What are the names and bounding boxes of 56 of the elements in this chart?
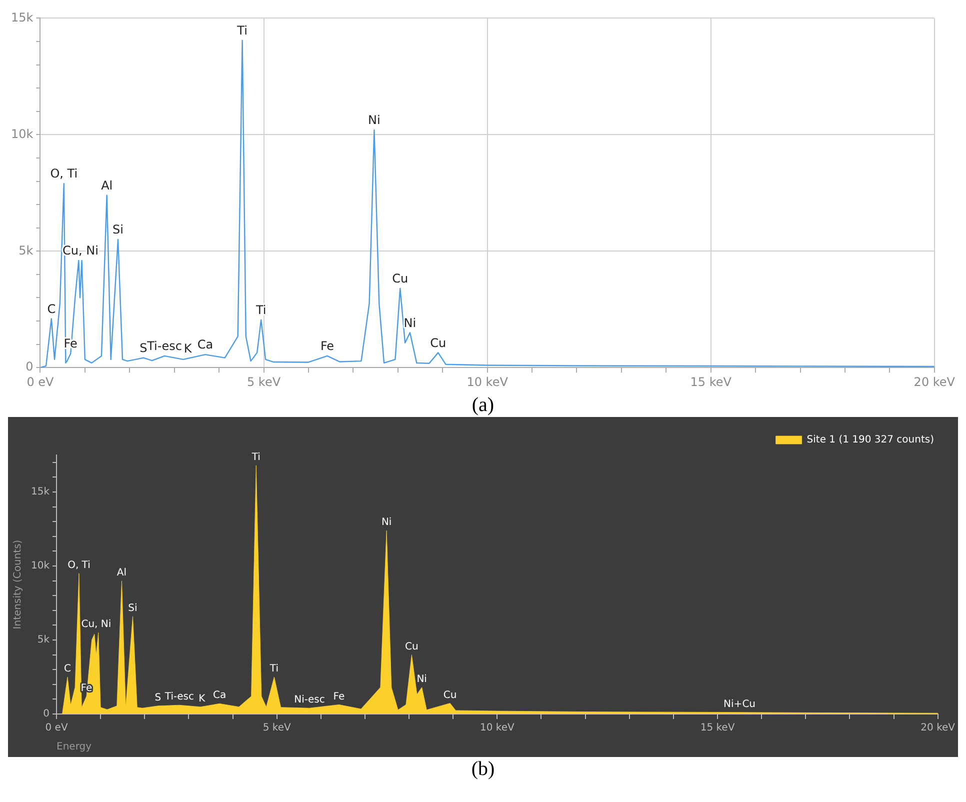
- x-tick-label: 0 eV: [26, 374, 55, 389]
- annotation: Cu: [405, 641, 418, 652]
- annotation: Cu: [392, 272, 408, 286]
- x-tick-label: 20 keV: [914, 374, 956, 389]
- annotation: O, Ti: [50, 166, 78, 181]
- annotation: Ti: [250, 452, 260, 463]
- y-tick-label: 10k: [31, 560, 50, 572]
- x-axis-title: Energy: [56, 742, 92, 753]
- x-tick-label: 5 keV: [262, 722, 291, 734]
- annotation: Al: [101, 178, 113, 192]
- x-tick-label: 10 keV: [466, 374, 509, 389]
- annotation: O, Ti: [68, 560, 90, 571]
- legend-label: Site 1 (1 190 327 counts): [806, 434, 934, 446]
- annotation: Ni: [416, 674, 427, 685]
- x-tick-label: 5 keV: [246, 374, 282, 389]
- text: (b): [470, 757, 496, 781]
- annotation: Ti: [268, 664, 278, 675]
- annotation: Si: [128, 602, 138, 614]
- annotation: Cu, Ni: [81, 619, 112, 630]
- annotation: Al: [116, 567, 127, 578]
- y-tick-label: 15k: [31, 486, 50, 498]
- annotation: Cu: [430, 336, 446, 350]
- annotation: Ti: [236, 23, 248, 38]
- annotation: S: [154, 692, 162, 704]
- annotation: Si: [112, 222, 124, 237]
- y-tick-label: 5k: [37, 634, 50, 646]
- annotation: Ca: [197, 338, 214, 352]
- y-tick-label: 10k: [11, 126, 34, 141]
- x-tick-label: 15 keV: [690, 374, 732, 389]
- x-tick-label: 0 eV: [45, 722, 68, 734]
- annotation: Fe: [320, 339, 334, 354]
- annotation: Cu: [443, 690, 457, 701]
- annotation: Ti-esc: [146, 339, 182, 354]
- annotation: Ca: [212, 690, 226, 702]
- y-tick-label: 0: [43, 708, 50, 720]
- y-tick-label: 5k: [18, 243, 34, 258]
- annotation: S: [140, 340, 148, 355]
- annotation: Ni: [404, 316, 416, 330]
- annotation: Ni-esc: [294, 694, 325, 706]
- annotation: C: [47, 302, 56, 316]
- y-tick-label: 15k: [11, 10, 34, 24]
- annotation: Fe: [333, 691, 345, 702]
- annotation: K: [198, 693, 206, 704]
- x-tick-label: 20 keV: [920, 722, 956, 734]
- y-axis-title: Intensity (Counts): [12, 540, 24, 630]
- y-tick-label: 0: [26, 360, 34, 374]
- annotation: Ni+Cu: [724, 698, 756, 710]
- annotation: C: [64, 664, 72, 675]
- x-tick-label: 15 keV: [700, 722, 735, 734]
- annotation: Ni: [381, 517, 392, 528]
- text: (a): [470, 393, 496, 417]
- annotation: Ti: [254, 302, 266, 317]
- x-tick-label: 10 keV: [480, 722, 514, 734]
- annotation: Ti-esc: [164, 692, 194, 703]
- annotation: K: [184, 341, 193, 356]
- annotation: Ni: [368, 113, 380, 128]
